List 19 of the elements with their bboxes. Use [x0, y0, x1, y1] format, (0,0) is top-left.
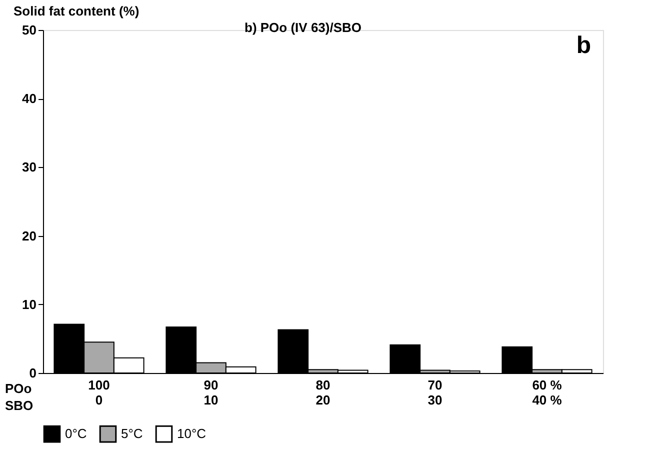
x-tick-label: 60 % 40 %: [532, 378, 562, 408]
x-tick-label: 100 0: [88, 378, 110, 408]
text: POo: [5, 381, 32, 396]
y-axis-title: Solid fat content (%): [14, 4, 140, 18]
legend-label: 10°C: [177, 426, 206, 442]
text: SBO: [5, 398, 34, 413]
y-tick-label: 0: [29, 366, 36, 380]
y-tick-label: 30: [22, 160, 36, 175]
x-tick-label: 80 20: [316, 378, 330, 408]
x-tick-label: 70 30: [428, 378, 442, 408]
x-tick-label: 90 10: [204, 378, 218, 408]
legend-label: 0°C: [65, 426, 87, 442]
annotation: b: [576, 32, 591, 59]
y-tick-label: 20: [22, 228, 36, 244]
chart-title: b) POo (IV 63)/SBO: [244, 20, 362, 35]
y-tick-label: 10: [22, 296, 36, 312]
y-tick-label: 50: [22, 22, 36, 38]
y-tick-label: 40: [22, 91, 36, 106]
legend-label: 5°C: [121, 426, 143, 442]
